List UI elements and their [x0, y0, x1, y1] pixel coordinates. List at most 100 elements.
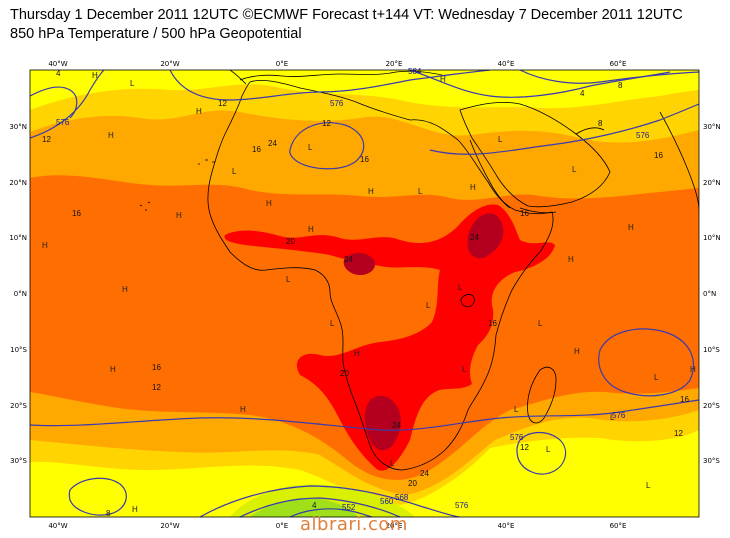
- low-pressure-marker: L: [458, 283, 463, 292]
- low-pressure-marker: L: [308, 143, 313, 152]
- temperature-label: 12: [218, 99, 227, 108]
- axis-ticks: 40°W 20°W 0°E 20°E 40°E 60°E 40°W 20°W 0…: [9, 60, 720, 530]
- high-pressure-marker: H: [354, 349, 360, 358]
- geopotential-contour-576-east: [429, 103, 699, 155]
- low-pressure-marker: L: [462, 365, 467, 374]
- temperature-label: 16: [152, 363, 161, 372]
- pressure-centers: H H H H H H H H H H H H H H H H H H H L …: [42, 71, 696, 514]
- lat-tick-right: 30°S: [703, 457, 720, 465]
- low-pressure-marker: L: [286, 275, 291, 284]
- temperature-label: 16: [252, 145, 261, 154]
- geopotential-label: 576: [56, 118, 70, 127]
- lat-tick-left: 30°N: [9, 123, 27, 131]
- temperature-label: 16: [520, 209, 529, 218]
- high-pressure-marker: H: [368, 187, 374, 196]
- cape-verde-islands: [139, 201, 151, 211]
- high-pressure-marker: H: [42, 241, 48, 250]
- temperature-label: 12: [322, 119, 331, 128]
- low-pressure-marker: L: [654, 373, 659, 382]
- geopotential-contour-north-arc: [519, 70, 699, 84]
- lake-victoria-coastline: [460, 294, 475, 308]
- low-pressure-marker: L: [514, 405, 519, 414]
- geopotential-contour-low-madagascar: [516, 431, 567, 475]
- lon-tick-bottom: 40°W: [48, 522, 67, 530]
- lon-tick-bottom: 60°E: [610, 522, 627, 530]
- geopotential-label: 576: [455, 501, 469, 510]
- lon-tick-bottom: 20°W: [160, 522, 179, 530]
- high-pressure-marker: H: [690, 365, 696, 374]
- geopotential-contour-568: [199, 485, 461, 517]
- lat-tick-right: 0°N: [703, 290, 716, 298]
- africa-coastline: [207, 80, 554, 471]
- lat-tick-left: 10°S: [10, 346, 27, 354]
- lon-tick-top: 20°E: [386, 60, 403, 68]
- temperature-band-gt28-central: [343, 252, 376, 275]
- lat-tick-right: 20°N: [703, 179, 721, 187]
- lon-tick-bottom: 20°E: [386, 522, 403, 530]
- high-pressure-marker: H: [92, 71, 98, 80]
- lat-tick-left: 20°S: [10, 402, 27, 410]
- high-pressure-marker: H: [308, 225, 314, 234]
- geopotential-contour-576-south: [30, 399, 699, 431]
- geopotential-contour-576: [30, 70, 105, 139]
- geopotential-contour-low-atlantic: [289, 122, 365, 170]
- geopotential-label: 576: [612, 411, 626, 420]
- temperature-label: 8: [106, 509, 111, 518]
- temperature-label: 4: [56, 69, 61, 78]
- temperature-label: 24: [420, 469, 429, 478]
- europe-coastline: [239, 70, 447, 81]
- lat-tick-right: 30°N: [703, 123, 721, 131]
- lon-tick-bottom: 40°E: [498, 522, 515, 530]
- map-title: Thursday 1 December 2011 12UTC ©ECMWF Fo…: [10, 6, 683, 44]
- lon-tick-bottom: 0°E: [276, 522, 288, 530]
- temperature-label: 12: [674, 429, 683, 438]
- low-pressure-marker: L: [418, 187, 423, 196]
- high-pressure-marker: H: [176, 211, 182, 220]
- lon-tick-top: 40°W: [48, 60, 67, 68]
- low-pressure-marker: L: [610, 413, 615, 422]
- geopotential-contours: [30, 70, 699, 517]
- low-pressure-marker: L: [546, 445, 551, 454]
- temperature-label: 20: [340, 369, 349, 378]
- temperature-label: 16: [680, 395, 689, 404]
- iberia-coastline: [229, 70, 247, 85]
- temperature-label: 24: [470, 233, 479, 242]
- horn-of-africa-coastline: [519, 207, 557, 214]
- low-pressure-marker: L: [572, 165, 577, 174]
- geopotential-label: 552: [342, 503, 356, 512]
- high-pressure-marker: H: [568, 255, 574, 264]
- title-line-1: Thursday 1 December 2011 12UTC ©ECMWF Fo…: [10, 7, 683, 23]
- india-coastline: [659, 111, 699, 211]
- temperature-contour-labels: 4 4 4 8 8 8 12 12 12 12 12 12 16 16 16 1…: [42, 69, 689, 518]
- temperature-label: 12: [520, 443, 529, 452]
- high-pressure-marker: H: [132, 505, 138, 514]
- map-frame: [29, 69, 700, 518]
- geopotential-contour-low-indian: [598, 328, 694, 397]
- geopotential-contour-576-north: [169, 70, 491, 101]
- lat-tick-left: 0°N: [14, 290, 27, 298]
- geopotential-label: 568: [395, 493, 409, 502]
- high-pressure-marker: H: [110, 365, 116, 374]
- temperature-label: 20: [408, 479, 417, 488]
- geopotential-label: 560: [380, 497, 394, 506]
- lat-tick-right: 10°S: [703, 346, 720, 354]
- geopotential-contour-labels: 576 576 576 576 576 576 568 584 552 560: [56, 67, 650, 512]
- lat-tick-right: 20°S: [703, 402, 720, 410]
- geopotential-label: 576: [330, 99, 344, 108]
- temperature-label: 8: [598, 119, 603, 128]
- temperature-label: 8: [618, 81, 623, 90]
- temperature-label: 24: [344, 255, 353, 264]
- high-pressure-marker: H: [266, 199, 272, 208]
- geopotential-label: 576: [636, 131, 650, 140]
- lon-tick-top: 0°E: [276, 60, 288, 68]
- low-pressure-marker: L: [646, 481, 651, 490]
- temperature-label: 12: [152, 383, 161, 392]
- low-pressure-marker: L: [232, 167, 237, 176]
- persian-gulf-coastline: [575, 127, 605, 135]
- geopotential-contour-west-loop: [30, 86, 78, 119]
- high-pressure-marker: H: [628, 223, 634, 232]
- temperature-label: 16: [360, 155, 369, 164]
- lon-tick-top: 60°E: [610, 60, 627, 68]
- canary-islands: [198, 159, 215, 165]
